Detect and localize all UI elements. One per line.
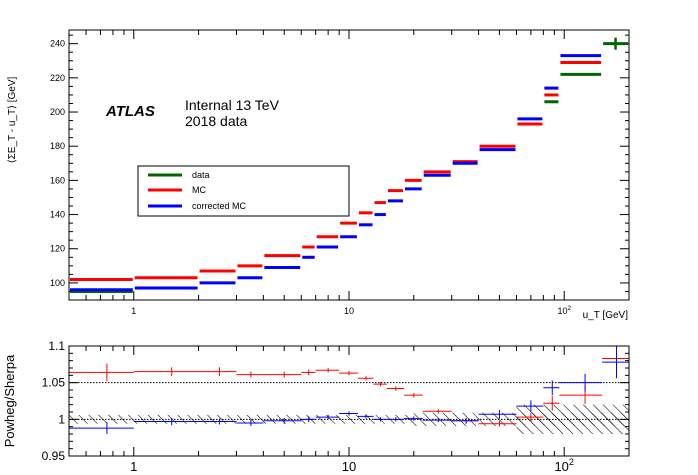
ratio-panel: 0.95 1 1.05 1.1 1 10 102 Powheg/Sherpa — [2, 339, 630, 474]
ratio-x-tick-label: 10 — [342, 459, 356, 474]
ratio-y-tick-label: 1 — [58, 412, 65, 426]
status-line-1: Internal 13 TeV — [185, 97, 280, 113]
legend-entry-mc: MC — [192, 185, 206, 195]
ratio-x-tick-label: 1 — [130, 459, 137, 474]
top-y-tick-label: 180 — [50, 141, 65, 151]
top-plot-frame — [68, 29, 630, 301]
top-y-tick-label: 120 — [50, 244, 65, 254]
ratio-series-markers — [69, 346, 629, 434]
status-line-2: 2018 data — [185, 113, 247, 129]
ratio-y-axis: 0.95 1 1.05 1.1 — [42, 339, 629, 463]
ratio-y-tick-label: 0.95 — [42, 449, 66, 463]
ratio-x-axis: 1 10 102 — [68, 346, 630, 474]
top-y-axis-label: ⟨ΣE_T - u_T⟩ [GeV] — [7, 76, 18, 163]
legend-entry-data: data — [192, 170, 210, 180]
top-y-tick-label: 140 — [50, 210, 65, 220]
top-y-tick-label: 160 — [50, 175, 65, 185]
top-y-tick-label: 240 — [50, 39, 65, 49]
top-y-axis: 100 120 140 160 180 200 220 240 — [50, 34, 629, 292]
top-y-tick-label: 200 — [50, 107, 65, 117]
top-x-tick-label: 10 — [344, 306, 354, 316]
ratio-y-axis-label: Powheg/Sherpa — [2, 354, 17, 447]
legend-entry-corrected-mc: corrected MC — [192, 201, 247, 211]
ratio-plot-frame — [68, 345, 630, 457]
legend: data MC corrected MC — [137, 165, 350, 217]
top-panel: 100 120 140 160 180 200 220 240 1 10 102 ⟨ΣE_T - … — [7, 29, 630, 321]
atlas-label: ATLAS — [105, 103, 155, 120]
top-x-axis-label: u_T [GeV] — [583, 310, 629, 321]
top-x-tick-label: 1 — [131, 306, 136, 316]
top-y-tick-label: 100 — [50, 278, 65, 288]
top-series-markers — [70, 37, 628, 293]
ratio-x-tick-label: 102 — [554, 457, 574, 474]
ratio-hatched-band — [413, 412, 629, 426]
top-y-tick-label: 220 — [50, 73, 65, 83]
top-x-tick-label: 102 — [557, 305, 571, 316]
ratio-y-tick-label: 1.05 — [42, 376, 66, 390]
top-x-axis: 1 10 102 — [68, 30, 630, 316]
ratio-y-tick-label: 1.1 — [48, 339, 65, 353]
